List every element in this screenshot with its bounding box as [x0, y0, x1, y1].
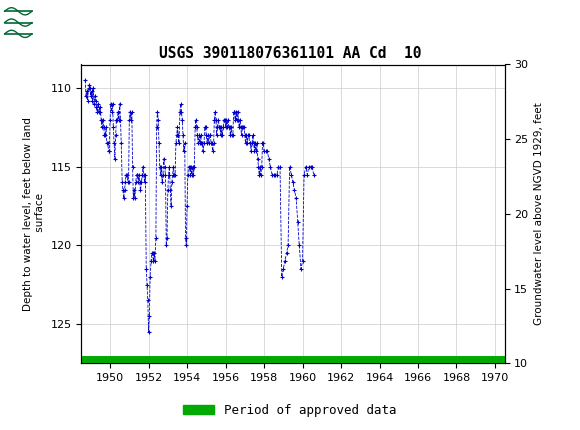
Y-axis label: Depth to water level, feet below land
 surface: Depth to water level, feet below land su…: [23, 117, 45, 311]
Y-axis label: Groundwater level above NGVD 1929, feet: Groundwater level above NGVD 1929, feet: [534, 102, 544, 326]
Bar: [3, 3, 55, 42]
Legend: Period of approved data: Period of approved data: [178, 399, 402, 421]
Text: USGS: USGS: [59, 14, 114, 31]
Text: USGS 390118076361101 AA Cd  10: USGS 390118076361101 AA Cd 10: [159, 46, 421, 61]
